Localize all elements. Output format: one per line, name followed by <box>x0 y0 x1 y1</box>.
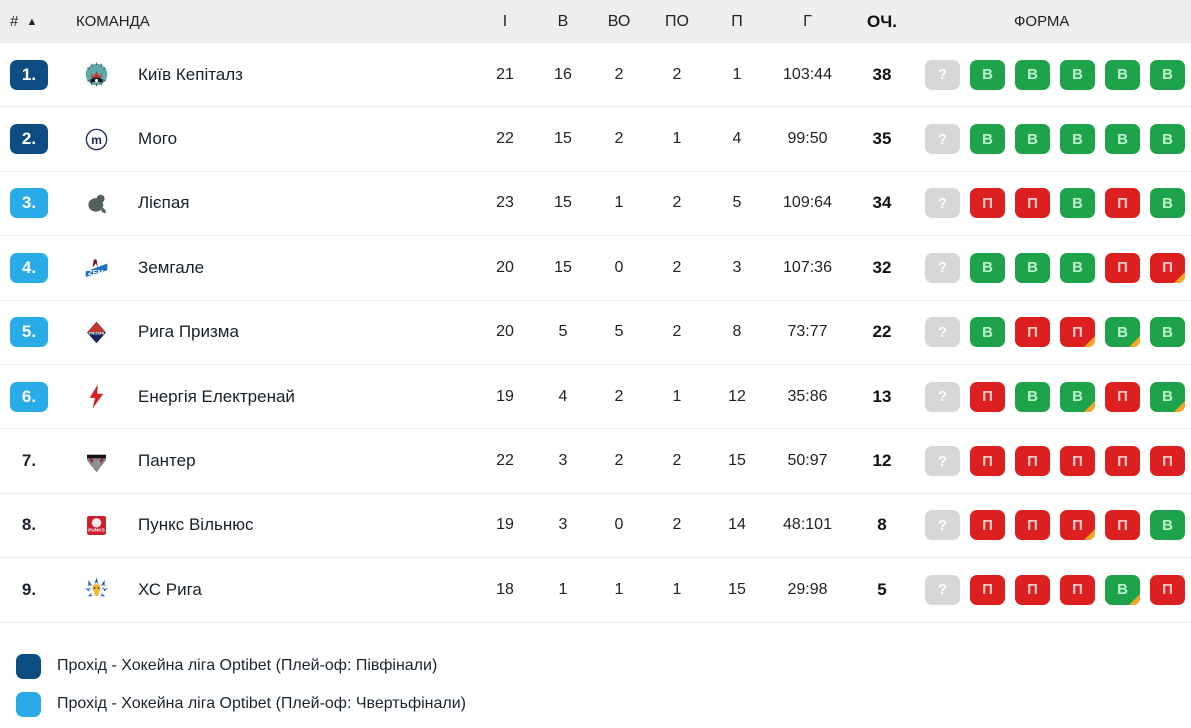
svg-text:PUNKS: PUNKS <box>88 528 105 534</box>
svg-text:m: m <box>91 133 102 147</box>
svg-text:ZEM: ZEM <box>88 268 104 277</box>
svg-text:PRIZMA: PRIZMA <box>88 330 104 335</box>
